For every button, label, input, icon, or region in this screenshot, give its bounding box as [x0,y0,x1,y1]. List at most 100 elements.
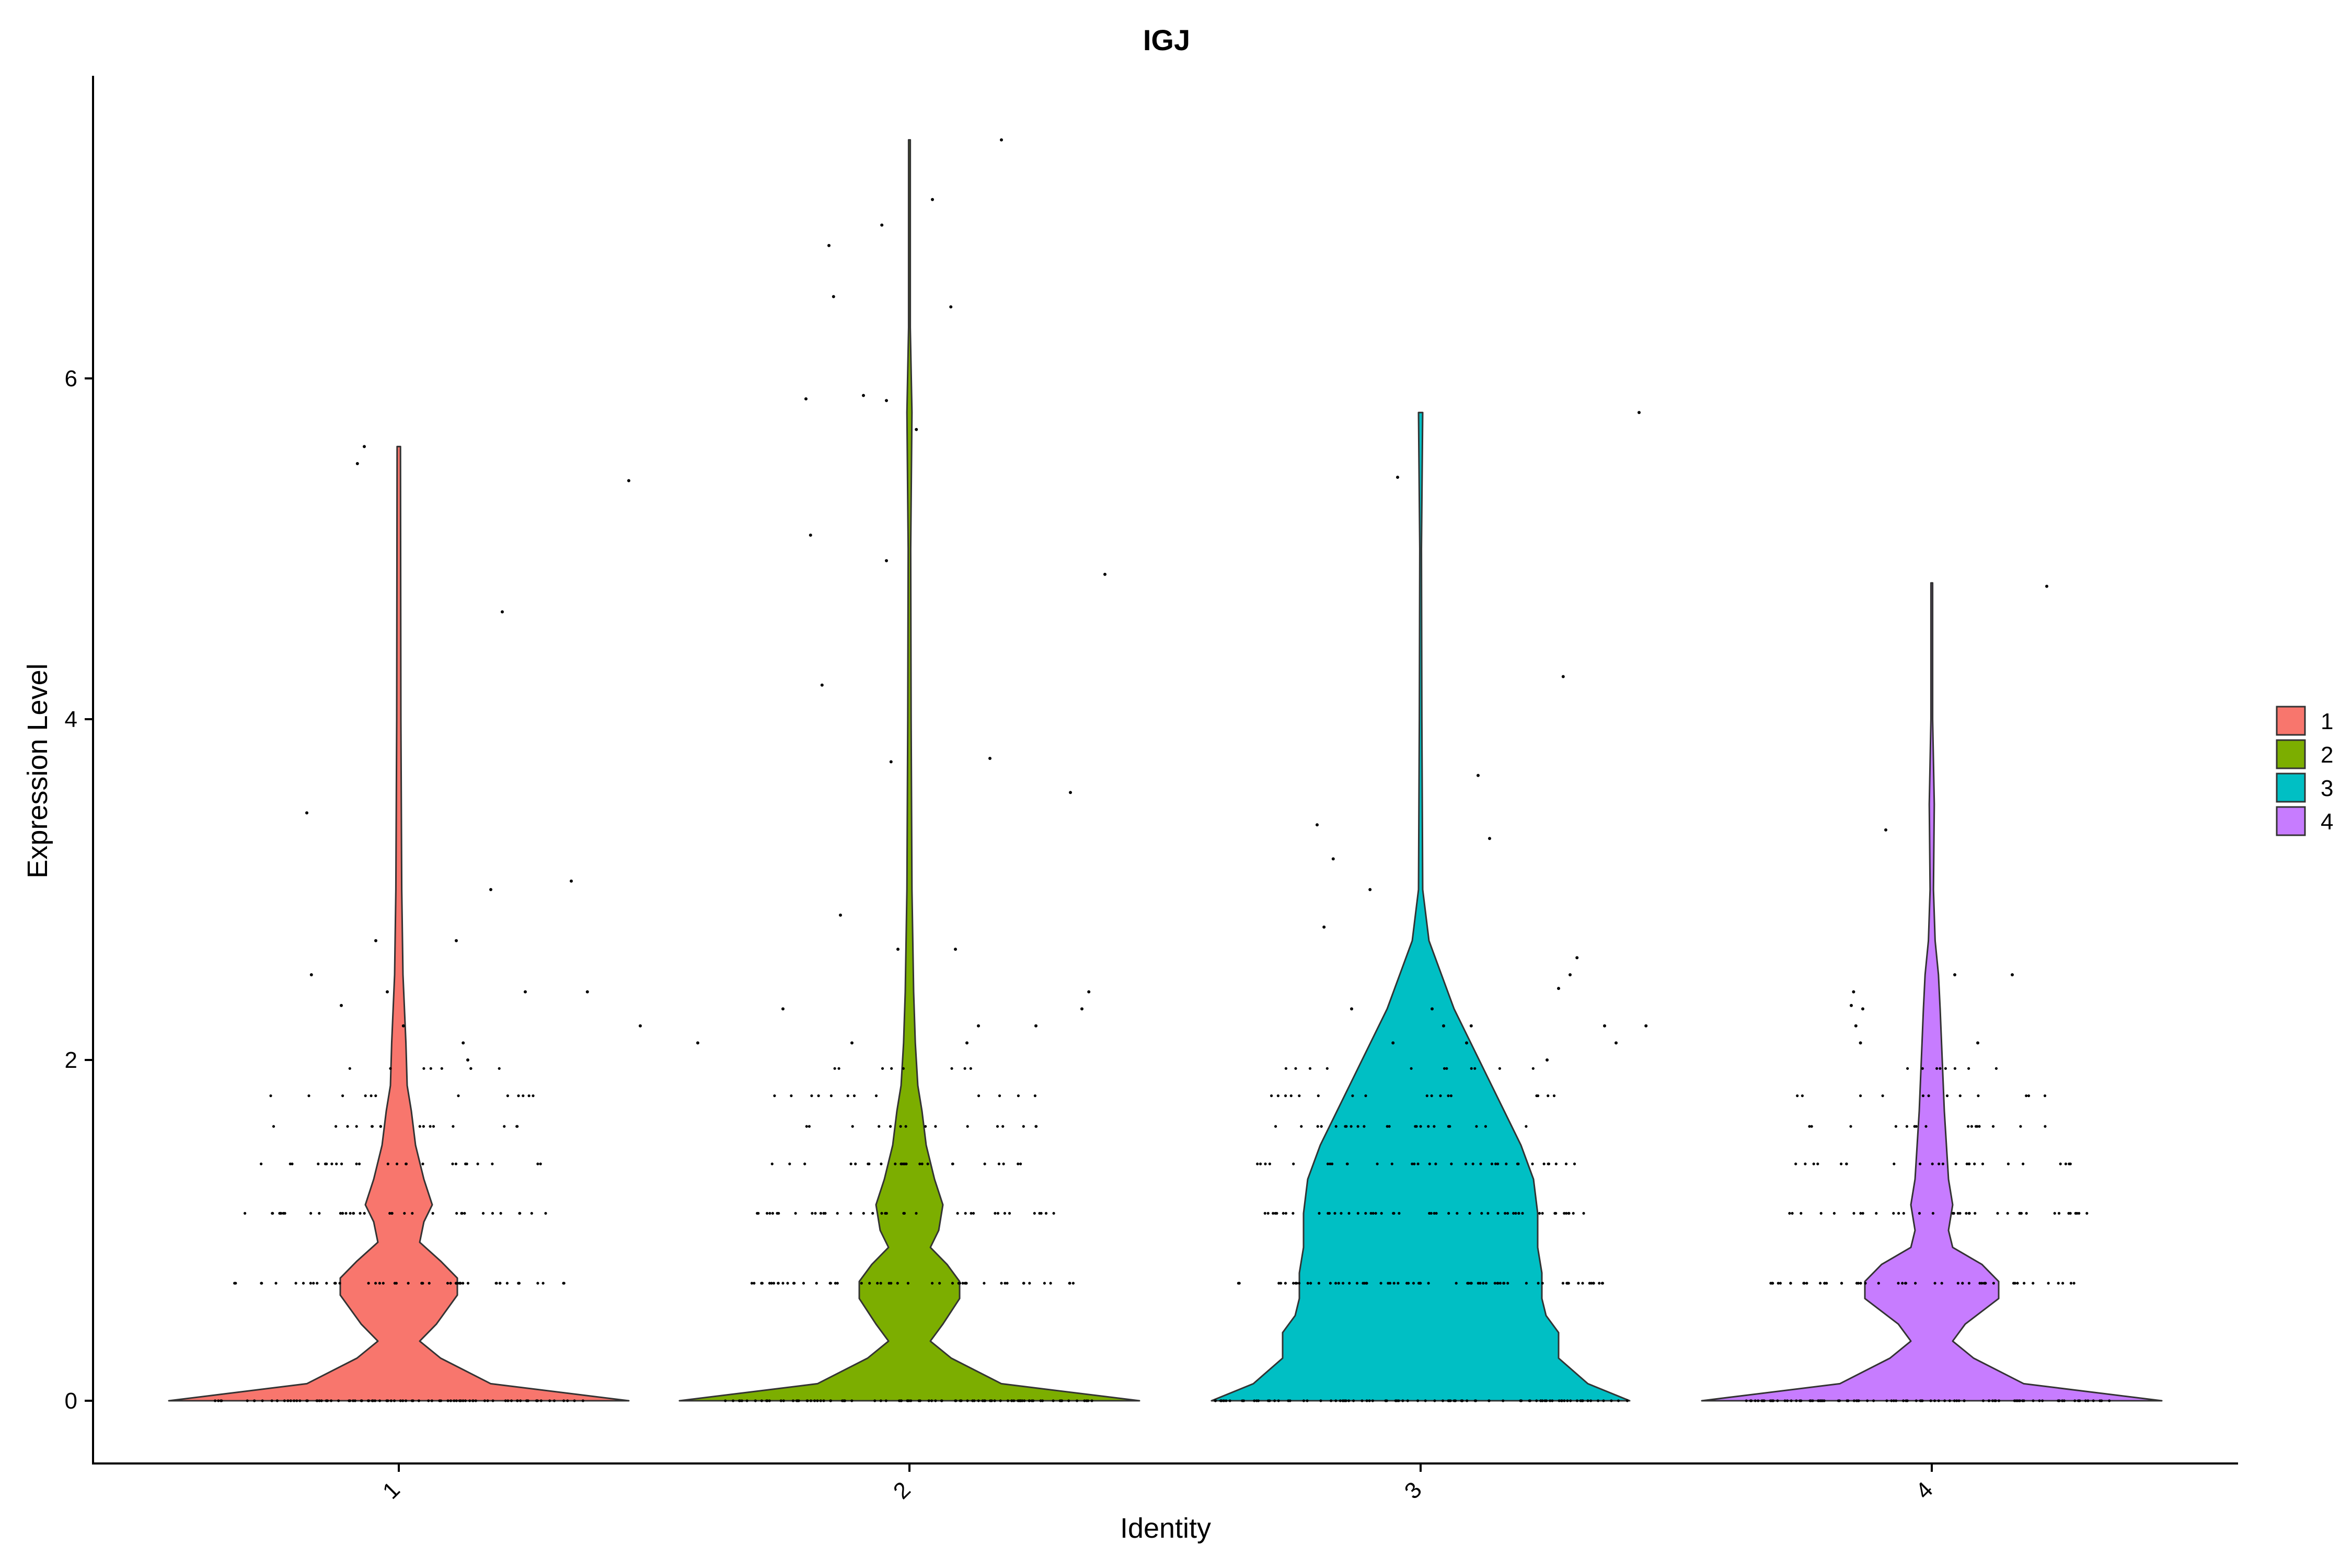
jitter-point [2064,1162,2067,1166]
jitter-point [562,1399,566,1402]
jitter-point [399,1399,402,1402]
jitter-point [1284,1067,1287,1070]
jitter-point [522,1094,525,1098]
jitter-point [766,1212,769,1215]
jitter-point [2073,1399,2077,1402]
jitter-point [1040,1212,1043,1215]
jitter-point [1504,1212,1507,1215]
outlier-point [850,1041,854,1045]
jitter-point [1572,1212,1575,1215]
jitter-point [581,1399,584,1402]
jitter-point [1539,1399,1542,1402]
jitter-point [1776,1399,1779,1402]
jitter-point [1334,1125,1338,1128]
jitter-point [1017,1094,1020,1098]
jitter-point [1004,1282,1007,1285]
jitter-point [1610,1399,1613,1402]
jitter-point [871,1212,874,1215]
jitter-point [1895,1399,1898,1402]
outlier-point [627,479,630,482]
jitter-point [1456,1212,1459,1215]
jitter-point [1284,1282,1287,1285]
jitter-point [471,1399,475,1402]
jitter-point [458,1399,461,1402]
jitter-point [1789,1282,1792,1285]
jitter-point [1493,1282,1496,1285]
jitter-point [1306,1399,1309,1402]
jitter-point [990,1399,993,1402]
legend-swatch-1 [2276,706,2306,736]
jitter-point [1967,1282,1970,1285]
jitter-point [1847,1399,1850,1402]
violin-2 [678,139,1140,1402]
jitter-point [1958,1094,1962,1098]
jitter-point [1754,1399,1757,1402]
jitter-point [283,1399,286,1402]
jitter-point [1424,1399,1427,1402]
jitter-point [1602,1399,1605,1402]
jitter-point [816,1399,819,1402]
jitter-point [1259,1162,1262,1166]
outlier-point [977,1024,980,1028]
jitter-point [298,1399,302,1402]
jitter-point [1991,1125,1995,1128]
jitter-point [1902,1399,1905,1402]
jitter-point [1506,1212,1509,1215]
jitter-point [2057,1399,2060,1402]
jitter-point [817,1094,820,1098]
outlier-point [1953,973,1956,976]
jitter-point [411,1212,414,1215]
jitter-point [1279,1282,1283,1285]
jitter-point [1277,1399,1280,1402]
jitter-point [309,1212,313,1215]
jitter-point [1804,1162,1807,1166]
jitter-point [1433,1399,1436,1402]
jitter-point [828,1282,832,1285]
jitter-point [491,1212,494,1215]
jitter-point [915,1212,918,1215]
jitter-point [1268,1162,1271,1166]
jitter-point [495,1282,498,1285]
jitter-point [1480,1212,1483,1215]
jitter-point [1965,1162,1968,1166]
jitter-point [417,1399,421,1402]
jitter-point [1832,1212,1836,1215]
jitter-point [1376,1162,1379,1166]
jitter-point [1819,1212,1823,1215]
jitter-point [768,1282,771,1285]
outlier-point [1859,1041,1862,1045]
jitter-point [1788,1212,1791,1215]
jitter-point [1992,1282,1995,1285]
jitter-point [1885,1399,1888,1402]
jitter-point [1812,1162,1815,1166]
jitter-point [539,1162,542,1166]
jitter-point [1019,1162,1022,1166]
jitter-point [1264,1162,1267,1166]
jitter-point [1445,1067,1448,1070]
jitter-point [421,1162,424,1166]
jitter-point [1397,1282,1400,1285]
jitter-point [1318,1212,1321,1215]
jitter-point [1958,1212,1962,1215]
jitter-point [1906,1399,1909,1402]
jitter-point [1561,1282,1564,1285]
violin-4 [1701,582,2163,1402]
jitter-point [1435,1212,1438,1215]
jitter-point [2041,1399,2044,1402]
y-tick-label: 2 [65,1047,77,1073]
jitter-point [1921,1067,1924,1070]
jitter-point [367,1399,370,1402]
jitter-point [1429,1212,1433,1215]
jitter-point [1033,1212,1036,1215]
jitter-point [2032,1282,2035,1285]
jitter-point [1600,1282,1604,1285]
jitter-point [754,1399,757,1402]
jitter-point [483,1399,487,1402]
jitter-point [405,1399,408,1402]
jitter-point [899,1399,903,1402]
outlier-point [915,428,918,431]
jitter-point [1325,1067,1329,1070]
jitter-point [2032,1399,2035,1402]
jitter-point [1957,1399,1961,1402]
y-axis-ticks: 0 2 4 6 [65,366,93,1414]
